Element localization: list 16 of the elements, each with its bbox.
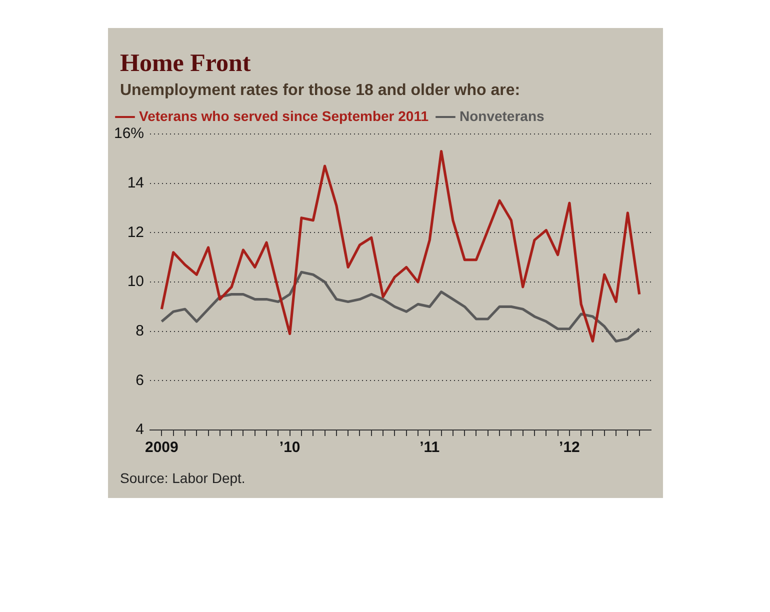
y-tick-label: 10 (127, 273, 144, 290)
y-tick-label: 14 (127, 174, 144, 192)
x-tick-label: ’12 (559, 439, 580, 456)
y-tick-label: 6 (136, 372, 144, 389)
x-tick-label: ’10 (279, 439, 300, 456)
chart-subtitle: Unemployment rates for those 18 and older who are: (119, 82, 522, 100)
source-note: Source: Labor Dept. (120, 470, 246, 486)
y-tick-label: 12 (127, 224, 144, 241)
y-tick-label: 8 (136, 322, 144, 340)
chart-title: Home Front (119, 50, 252, 78)
legend-label: Veterans who served since September 2011 (139, 108, 429, 124)
y-tick-label: 4 (136, 421, 144, 438)
x-tick-label: ’11 (420, 439, 440, 456)
x-tick-label: 2009 (144, 439, 178, 456)
y-tick-label: 16% (114, 125, 144, 142)
legend-label: Nonveterans (459, 108, 545, 124)
